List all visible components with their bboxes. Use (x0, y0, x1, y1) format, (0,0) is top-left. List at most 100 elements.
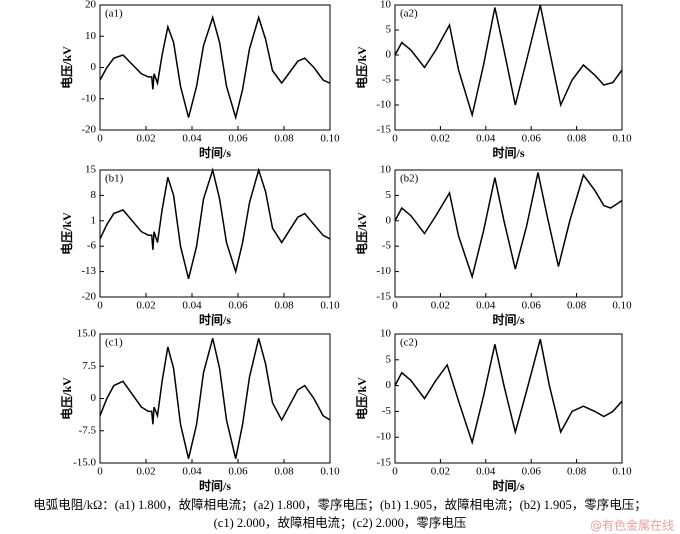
line (394, 4, 623, 118)
x-tick-label: 0 (97, 133, 103, 145)
plot-frame (394, 333, 623, 464)
y-tick-label: -7.5 (79, 424, 97, 436)
panel-label: (c1) (105, 337, 123, 349)
y-tick-label: -10 (81, 92, 96, 104)
x-axis-label: 时间/s (199, 145, 231, 160)
line (99, 167, 331, 280)
x-tick-label: 0.04 (476, 300, 496, 312)
y-tick-label: -15.0 (73, 457, 96, 469)
y-tick-label: 10 (380, 0, 392, 11)
x-tick-label: 0 (392, 300, 398, 312)
x-tick-label: 0.10 (320, 300, 340, 312)
caption: (c1) 2.000，故障相电流；(c2) 2.000，零序电压 (214, 515, 467, 530)
x-axis-label: 时间/s (492, 478, 524, 493)
y-tick-label: 15.0 (77, 328, 97, 340)
line (99, 14, 331, 121)
panel-label: (a2) (400, 8, 418, 20)
x-tick-label: 0 (97, 466, 103, 478)
y-tick-label: -10 (376, 99, 391, 111)
y-tick-label: 5 (386, 24, 392, 36)
x-tick-label: 0.08 (274, 300, 294, 312)
x-tick-label: 0.04 (476, 466, 496, 478)
y-tick-label: 0 (91, 392, 97, 404)
x-tick-label: 0.06 (228, 133, 248, 145)
x-tick-label: 0.02 (136, 300, 155, 312)
y-tick-label: 1 (91, 214, 97, 226)
y-tick-label: 15 (85, 164, 97, 176)
y-axis-label: 电压/kV (354, 212, 369, 255)
plot-frame (394, 169, 623, 298)
y-tick-label: -10 (376, 431, 391, 443)
watermark: @有色金属在线 (590, 518, 674, 533)
x-tick-label: 0.06 (522, 300, 542, 312)
x-tick-label: 0.02 (431, 133, 450, 145)
y-tick-label: -15 (376, 291, 391, 303)
y-tick-label: 10 (380, 164, 392, 176)
x-tick-label: 0.02 (136, 133, 155, 145)
y-tick-label: -15 (376, 457, 391, 469)
x-axis-label: 时间/s (199, 312, 231, 327)
x-tick-label: 0.06 (522, 466, 542, 478)
x-tick-label: 0.02 (136, 466, 155, 478)
panel-label: (b1) (105, 173, 124, 185)
x-tick-label: 0.08 (567, 133, 587, 145)
plot-frame (99, 169, 331, 298)
y-tick-label: -20 (81, 291, 96, 303)
y-tick-label: -15 (376, 124, 391, 136)
y-tick-label: 10 (380, 328, 392, 340)
x-tick-label: 0.08 (274, 466, 294, 478)
line (99, 338, 331, 459)
y-tick-label: 0 (386, 49, 392, 61)
y-tick-label: 7.5 (82, 360, 96, 372)
y-tick-label: -10 (376, 265, 391, 277)
y-tick-label: 0 (386, 214, 392, 226)
x-tick-label: 0.04 (182, 300, 202, 312)
x-tick-label: 0 (97, 300, 103, 312)
x-tick-label: 0.02 (431, 300, 450, 312)
y-tick-label: 0 (91, 61, 97, 73)
x-axis-label: 时间/s (492, 312, 524, 327)
panel-label: (a1) (105, 8, 123, 20)
y-tick-label: -5 (382, 240, 392, 252)
x-tick-label: 0.10 (612, 133, 632, 145)
y-tick-label: -5 (382, 405, 392, 417)
x-tick-label: 0.04 (182, 466, 202, 478)
x-tick-label: 0.08 (567, 300, 587, 312)
y-tick-label: -20 (81, 124, 96, 136)
x-tick-label: 0.08 (567, 466, 587, 478)
line (394, 172, 623, 280)
y-tick-label: 5 (386, 353, 392, 365)
x-tick-label: 0.06 (228, 466, 248, 478)
y-axis-label: 电压/kV (59, 212, 74, 255)
y-tick-label: -5 (382, 74, 392, 86)
x-tick-label: 0.10 (612, 466, 632, 478)
x-tick-label: 0.02 (431, 466, 450, 478)
y-tick-label: 10 (85, 30, 97, 42)
x-tick-label: 0.10 (320, 133, 340, 145)
y-axis-label: 电压/kV (354, 46, 369, 89)
x-tick-label: 0 (392, 133, 398, 145)
x-axis-label: 时间/s (492, 145, 524, 160)
x-tick-label: 0.04 (182, 133, 202, 145)
x-tick-label: 0.10 (320, 466, 340, 478)
plot-frame (394, 4, 623, 131)
x-tick-label: 0.08 (274, 133, 294, 145)
line (394, 338, 623, 446)
panel-label: (c2) (400, 337, 418, 349)
x-axis-label: 时间/s (199, 478, 231, 493)
y-tick-label: 8 (91, 189, 97, 201)
x-tick-label: 0.04 (476, 133, 496, 145)
x-tick-label: 0.10 (612, 300, 632, 312)
y-tick-label: 5 (386, 189, 392, 201)
y-tick-label: -6 (87, 240, 97, 252)
y-axis-label: 电压/kV (354, 377, 369, 420)
panel-label: (b2) (400, 173, 419, 185)
y-axis-label: 电压/kV (59, 46, 74, 89)
y-tick-label: -13 (81, 265, 96, 277)
y-axis-label: 电压/kV (59, 377, 74, 420)
y-tick-label: 20 (85, 0, 97, 11)
y-tick-label: 0 (386, 379, 392, 391)
caption: 电弧电阻/kΩ：(a1) 1.800，故障相电流；(a2) 1.800，零序电压… (33, 497, 646, 512)
x-tick-label: 0 (392, 466, 398, 478)
